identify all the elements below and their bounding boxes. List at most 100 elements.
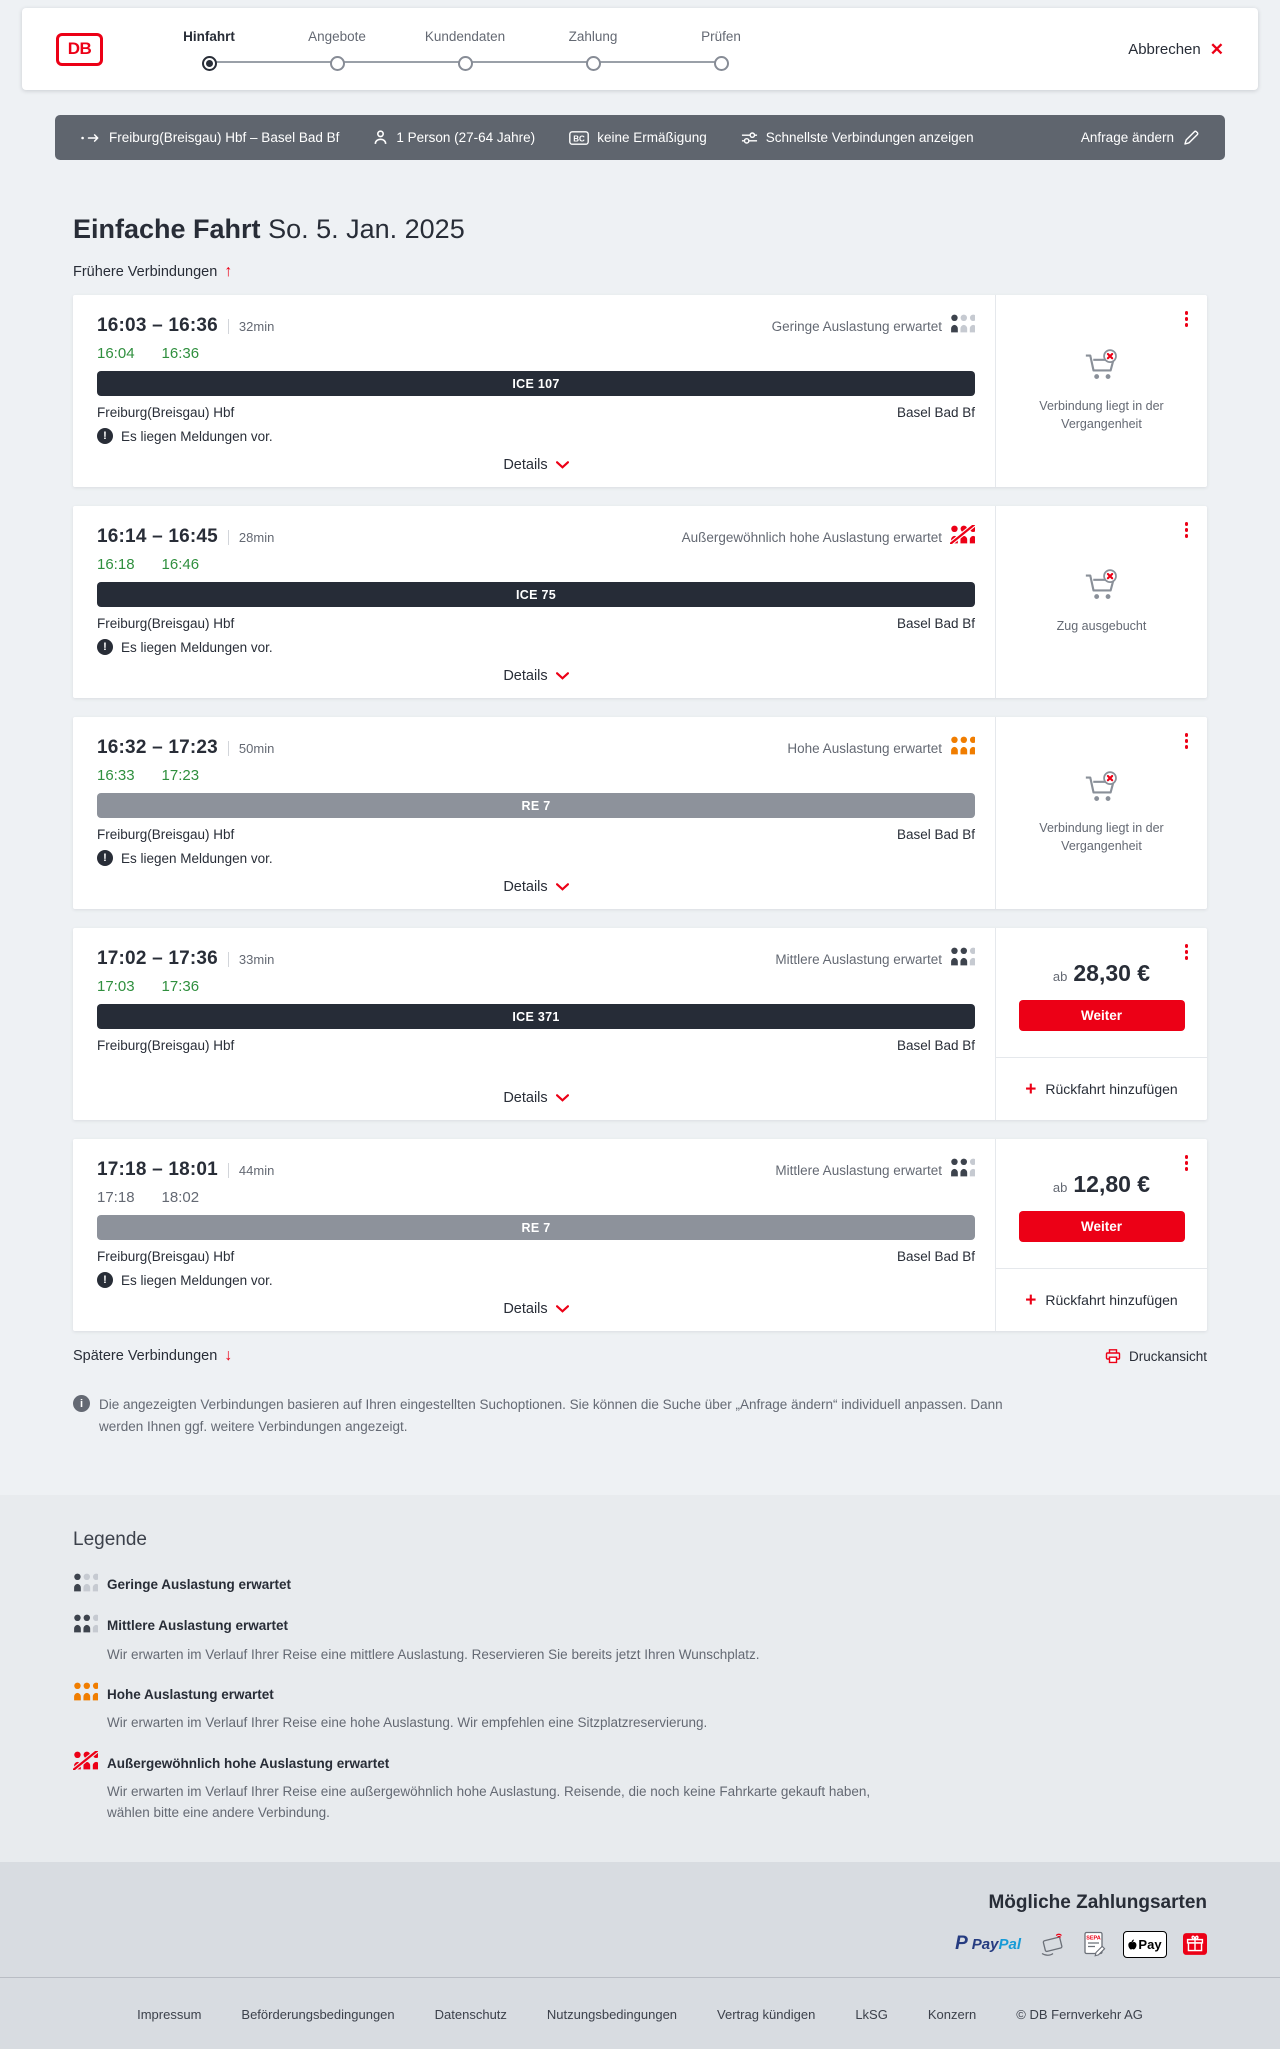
cancel-button[interactable]: Abbrechen ✕ — [1128, 41, 1224, 58]
occupancy-label: Mittlere Auslastung erwartet — [775, 1162, 942, 1178]
later-connections-button[interactable]: Spätere Verbindungen ↓ — [73, 1348, 232, 1365]
step-circle[interactable] — [713, 56, 729, 71]
details-label: Details — [503, 457, 548, 473]
fastest-label: Schnellste Verbindungen anzeigen — [765, 130, 974, 145]
arrow-up-icon: ↑ — [224, 263, 233, 280]
arrival-station: Basel Bad Bf — [896, 1038, 975, 1053]
add-return-label: Rückfahrt hinzufügen — [1045, 1292, 1178, 1308]
connection-main: 17:02 – 17:36 33min Mittlere Auslastung … — [73, 928, 995, 1120]
train-label: ICE 75 — [515, 587, 556, 602]
messages-text: Es liegen Meldungen vor. — [121, 428, 273, 444]
printer-icon — [1105, 1349, 1121, 1364]
footer-link[interactable]: Datenschutz — [434, 2007, 507, 2023]
step-zahlung: Zahlung — [529, 29, 657, 71]
footer-links: Impressum Beförderungsbedingungen Datensch… — [73, 2006, 1207, 2024]
add-return-label: Rückfahrt hinzufügen — [1045, 1081, 1178, 1097]
connection-card: 17:18 – 18:01 44min Mittlere Auslastung … — [73, 1139, 1207, 1331]
kebab-menu-button[interactable] — [1181, 307, 1193, 331]
earlier-connections-button[interactable]: Frühere Verbindungen ↑ — [73, 263, 233, 281]
occupancy-label: Mittlere Auslastung erwartet — [775, 951, 942, 967]
fastest-connections-toggle[interactable]: Schnellste Verbindungen anzeigen — [741, 130, 974, 145]
step-circle[interactable] — [201, 56, 217, 71]
occupancy-indicator: Außergewöhnlich hohe Auslastung erwartet — [682, 521, 978, 549]
add-return-button[interactable]: Rückfahrt hinzufügen — [1025, 1080, 1177, 1099]
step-circle[interactable] — [329, 56, 345, 71]
connection-card: 16:32 – 17:23 50min Hohe Auslastung erwa… — [73, 717, 1207, 909]
payment-section: Mögliche Zahlungsarten P PayPal SEPA Pay — [0, 1862, 1280, 2049]
footer-link[interactable]: Beförderungsbedingungen — [241, 2007, 395, 2023]
journey-arrow-icon — [81, 133, 99, 142]
step-angebote: Angebote — [273, 29, 401, 71]
step-hinfahrt: Hinfahrt — [145, 29, 273, 71]
step-circle[interactable] — [585, 56, 601, 71]
add-return-button[interactable]: Rückfahrt hinzufügen — [1025, 1291, 1177, 1310]
train-bar: ICE 75 — [97, 582, 975, 607]
legend-item-title: Mittlere Auslastung erwartet — [107, 1618, 289, 1634]
step-label: Angebote — [308, 29, 366, 44]
discount-summary: BC keine Ermäßigung — [569, 130, 707, 145]
footer-link[interactable]: Impressum — [137, 2007, 202, 2023]
side-divider — [996, 1057, 1207, 1058]
chevron-down-icon — [555, 672, 569, 680]
kebab-menu-button[interactable] — [1181, 940, 1193, 964]
departure-station: Freiburg(Breisgau) Hbf — [97, 1038, 235, 1053]
occupancy-indicator: Geringe Auslastung erwartet — [772, 314, 977, 338]
occupancy-label: Hohe Auslastung erwartet — [787, 740, 942, 756]
trip-type: Einfache Fahrt — [73, 214, 261, 244]
exclamation-icon — [97, 428, 113, 444]
print-view-button[interactable]: Druckansicht — [1105, 1348, 1207, 1364]
paypal-icon: P PayPal — [955, 1932, 1021, 1955]
kebab-menu-button[interactable] — [1181, 518, 1193, 542]
details-button[interactable]: Details — [503, 873, 569, 897]
realtime-arrival: 16:46 — [161, 556, 200, 573]
search-summary-bar: Freiburg(Breisgau) Hbf – Basel Bad Bf 1 … — [55, 115, 1225, 160]
footer-link[interactable]: Vertrag kündigen — [717, 2007, 816, 2023]
legend-item-description: Wir erwarten im Verlauf Ihrer Reise eine… — [107, 1715, 708, 1731]
change-request-label: Anfrage ändern — [1080, 130, 1174, 145]
legend-items: Geringe Auslastung erwartet Mittlere Aus… — [70, 1573, 1207, 1825]
cart-unavailable-icon — [1083, 569, 1120, 607]
realtime-arrival: 17:36 — [161, 978, 200, 995]
occupancy-icon — [73, 1614, 100, 1638]
realtime-times: 17:18 18:02 — [97, 1189, 975, 1206]
paypal-mark: P — [955, 1932, 970, 1955]
continue-button[interactable]: Weiter — [1018, 1000, 1185, 1031]
step-kundendaten: Kundendaten — [401, 29, 529, 71]
apple-logo — [1128, 1939, 1137, 1950]
payment-title: Mögliche Zahlungsarten — [988, 1892, 1207, 1914]
copyright: © DB Fernverkehr AG — [1016, 2007, 1143, 2023]
connection-times: 16:32 – 17:23 — [97, 737, 218, 758]
kebab-menu-button[interactable] — [1181, 729, 1193, 753]
continue-button[interactable]: Weiter — [1018, 1211, 1185, 1242]
change-request-button[interactable]: Anfrage ändern — [1081, 130, 1199, 146]
earlier-label: Frühere Verbindungen — [73, 264, 218, 280]
connection-side-panel: Verbindung liegt in der Vergangenheit — [995, 295, 1207, 487]
step-label: Kundendaten — [424, 29, 506, 44]
details-button[interactable]: Details — [503, 662, 569, 686]
kebab-menu-button[interactable] — [1181, 1151, 1193, 1175]
train-bar: RE 7 — [97, 793, 975, 818]
paypal-wordmark: PayPal — [971, 1935, 1021, 1953]
footer-link[interactable]: Konzern — [927, 2007, 977, 2023]
details-button[interactable]: Details — [503, 451, 569, 475]
messages-text: Es liegen Meldungen vor. — [121, 850, 273, 866]
messages-note: Es liegen Meldungen vor. — [97, 639, 975, 655]
print-label: Druckansicht — [1128, 1348, 1207, 1364]
later-row: Spätere Verbindungen ↓ Druckansicht — [73, 1348, 1207, 1365]
footer-link[interactable]: Nutzungsbedingungen — [546, 2007, 678, 2023]
step-label: Prüfen — [701, 29, 741, 44]
info-note-text: Die angezeigten Verbindungen basieren au… — [99, 1397, 1003, 1435]
details-label: Details — [503, 1090, 548, 1106]
details-button[interactable]: Details — [503, 1295, 569, 1319]
details-button[interactable]: Details — [503, 1084, 569, 1108]
details-label: Details — [503, 879, 548, 895]
summary-toolbar-wrap: Freiburg(Breisgau) Hbf – Basel Bad Bf 1 … — [0, 90, 1280, 160]
footer-link[interactable]: LkSG — [855, 2007, 888, 2023]
messages-note: Es liegen Meldungen vor. — [97, 850, 975, 866]
connection-times: 17:18 – 18:01 — [97, 1159, 218, 1180]
occupancy-icon — [73, 1682, 100, 1706]
connection-card: 16:14 – 16:45 28min Außergewöhnlich hohe… — [73, 506, 1207, 698]
connection-card: 17:02 – 17:36 33min Mittlere Auslastung … — [73, 928, 1207, 1120]
occupancy-icon — [70, 1748, 101, 1775]
step-circle[interactable] — [457, 56, 473, 71]
